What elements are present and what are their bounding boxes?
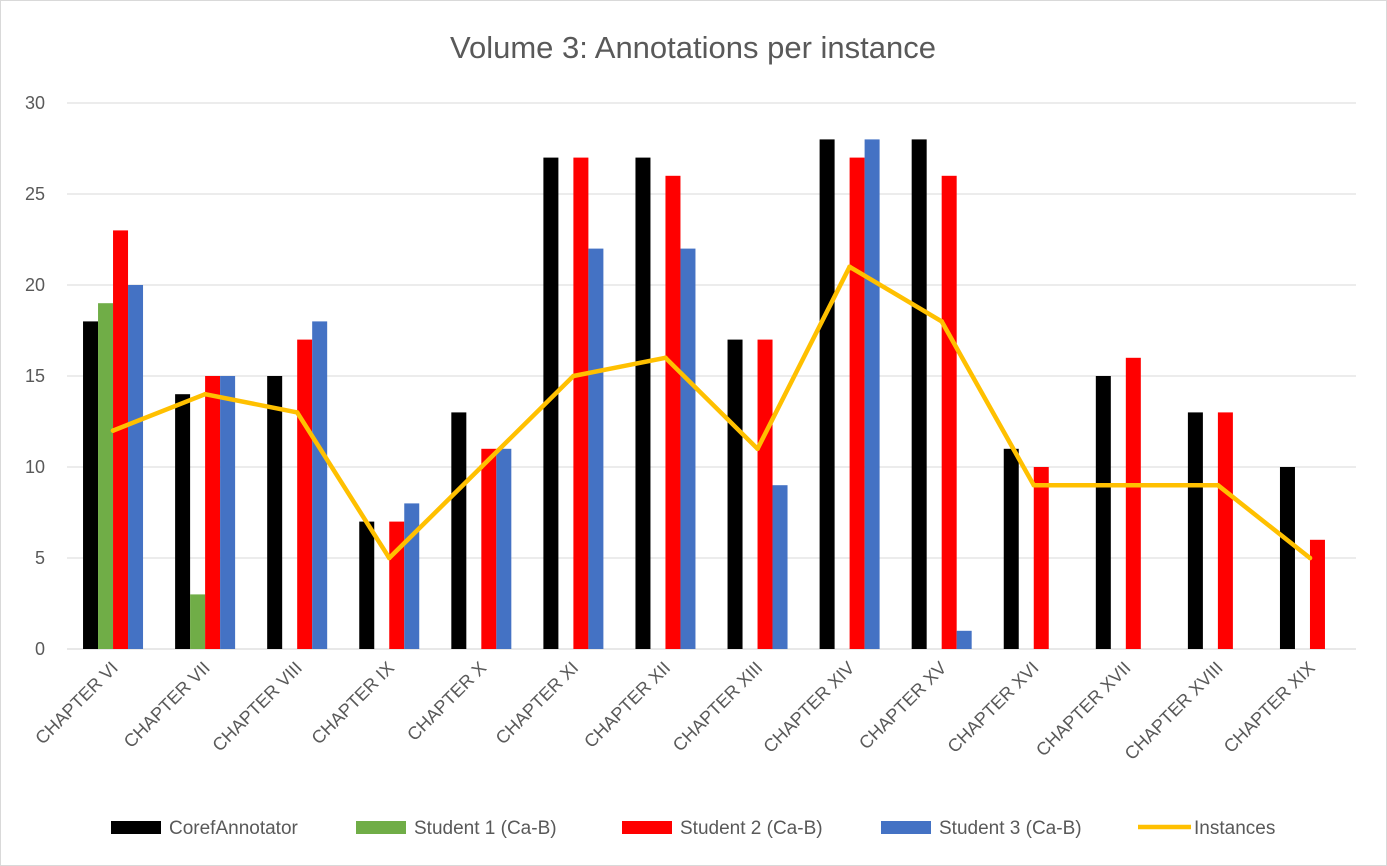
legend-swatch [356, 821, 406, 834]
bar-student-3-ca-b-1 [220, 376, 236, 649]
line-point-8 [847, 264, 852, 270]
legend-item: Student 3 (Ca-B) [881, 818, 1082, 839]
line-point-4 [479, 464, 484, 470]
x-tick-label: CHAPTER XVII [1032, 658, 1135, 761]
line-layer [110, 264, 1313, 561]
x-tick-label: CHAPTER XIV [759, 658, 858, 757]
bar-corefannotator-12 [1187, 412, 1203, 649]
bar-student-3-ca-b-9 [956, 630, 972, 649]
x-tick-label: CHAPTER XII [580, 658, 674, 752]
bar-student-3-ca-b-0 [128, 285, 144, 649]
bar-student-3-ca-b-7 [772, 485, 788, 649]
x-tick-label: CHAPTER XIII [669, 658, 767, 756]
bar-corefannotator-7 [727, 339, 743, 649]
bar-student-3-ca-b-4 [496, 448, 512, 649]
legend-label: Student 1 (Ca-B) [414, 818, 557, 839]
bar-student-2-ca-b-4 [481, 448, 497, 649]
bar-student-2-ca-b-8 [849, 157, 865, 649]
bar-student-2-ca-b-9 [941, 175, 957, 650]
bar-student-3-ca-b-6 [680, 248, 696, 649]
bar-student-2-ca-b-12 [1217, 412, 1233, 649]
bar-student-2-ca-b-11 [1125, 357, 1141, 649]
x-tick-label: CHAPTER XV [855, 658, 950, 753]
bar-corefannotator-8 [819, 139, 835, 649]
line-point-9 [939, 319, 944, 324]
bar-student-2-ca-b-10 [1033, 467, 1049, 649]
line-point-13 [1307, 555, 1313, 561]
line-point-11 [1123, 482, 1129, 488]
bar-corefannotator-5 [543, 157, 559, 649]
line-point-1 [202, 391, 208, 397]
y-tick-label: 15 [25, 366, 45, 386]
bar-student-2-ca-b-0 [113, 230, 129, 649]
bar-student-2-ca-b-5 [573, 157, 589, 649]
y-axis-ticks: 0 5 10 15 20 25 30 [25, 93, 45, 659]
x-tick-label: CHAPTER XI [492, 658, 583, 749]
y-tick-label: 5 [35, 548, 45, 568]
bar-student-3-ca-b-2 [312, 321, 328, 649]
legend-item: Instances [1138, 818, 1275, 839]
bar-corefannotator-3 [359, 521, 375, 649]
line-point-5 [571, 373, 576, 379]
bar-student-2-ca-b-6 [665, 175, 681, 650]
legend-swatch [622, 821, 672, 834]
legend-item: Student 2 (Ca-B) [622, 818, 823, 839]
legend-label: Student 3 (Ca-B) [939, 818, 1082, 839]
bar-student-2-ca-b-2 [297, 339, 313, 649]
line-point-3 [386, 555, 392, 561]
chart-title: Volume 3: Annotations per instance [450, 30, 936, 65]
legend-item: Student 1 (Ca-B) [356, 818, 557, 839]
series-line-instances [110, 264, 1313, 561]
x-tick-label: CHAPTER XIX [1220, 658, 1319, 757]
line-point-10 [1031, 482, 1037, 488]
legend-swatch [111, 821, 161, 834]
bar-student-2-ca-b-3 [389, 521, 405, 649]
x-tick-label: CHAPTER XVI [944, 658, 1043, 757]
x-tick-label: CHAPTER X [403, 658, 490, 745]
line-point-6 [663, 355, 668, 361]
legend-item: CorefAnnotator [111, 818, 299, 839]
bar-student-1-ca-b-1 [190, 594, 206, 649]
x-tick-label: CHAPTER VIII [208, 658, 306, 756]
x-tick-label: CHAPTER XVIII [1121, 658, 1227, 764]
bar-student-2-ca-b-7 [757, 339, 773, 649]
bar-corefannotator-6 [635, 157, 651, 649]
bar-corefannotator-2 [267, 376, 283, 649]
bar-corefannotator-13 [1279, 467, 1295, 649]
bar-student-3-ca-b-3 [404, 503, 420, 649]
line-point-0 [110, 428, 116, 433]
line-point-12 [1215, 482, 1221, 488]
bar-student-2-ca-b-1 [205, 376, 221, 649]
bar-student-3-ca-b-5 [588, 248, 604, 649]
y-tick-label: 20 [25, 275, 45, 295]
bar-corefannotator-0 [83, 321, 99, 649]
bar-corefannotator-10 [1003, 448, 1019, 649]
legend-swatch [881, 821, 931, 834]
y-tick-label: 25 [25, 184, 45, 204]
x-tick-label: CHAPTER VI [31, 658, 122, 749]
y-tick-label: 30 [25, 93, 45, 113]
bar-student-3-ca-b-8 [864, 139, 880, 649]
legend-label: Student 2 (Ca-B) [680, 818, 823, 839]
line-point-7 [755, 446, 760, 452]
legend-label: Instances [1194, 818, 1275, 839]
legend-label: CorefAnnotator [169, 818, 299, 839]
bar-student-2-ca-b-13 [1309, 539, 1325, 649]
legend: CorefAnnotator Student 1 (Ca-B) Student 2 … [111, 818, 1275, 839]
bar-student-1-ca-b-0 [98, 303, 114, 649]
y-tick-label: 0 [35, 639, 45, 659]
bar-corefannotator-9 [911, 139, 927, 649]
grid-layer [67, 102, 1356, 650]
x-tick-label: CHAPTER IX [308, 658, 399, 749]
bar-corefannotator-11 [1095, 376, 1111, 649]
bar-corefannotator-1 [175, 394, 191, 649]
x-tick-label: CHAPTER VII [120, 658, 214, 752]
y-tick-label: 10 [25, 457, 45, 477]
bar-corefannotator-4 [451, 412, 467, 649]
bar-layer [83, 139, 1325, 650]
line-point-2 [294, 410, 300, 415]
